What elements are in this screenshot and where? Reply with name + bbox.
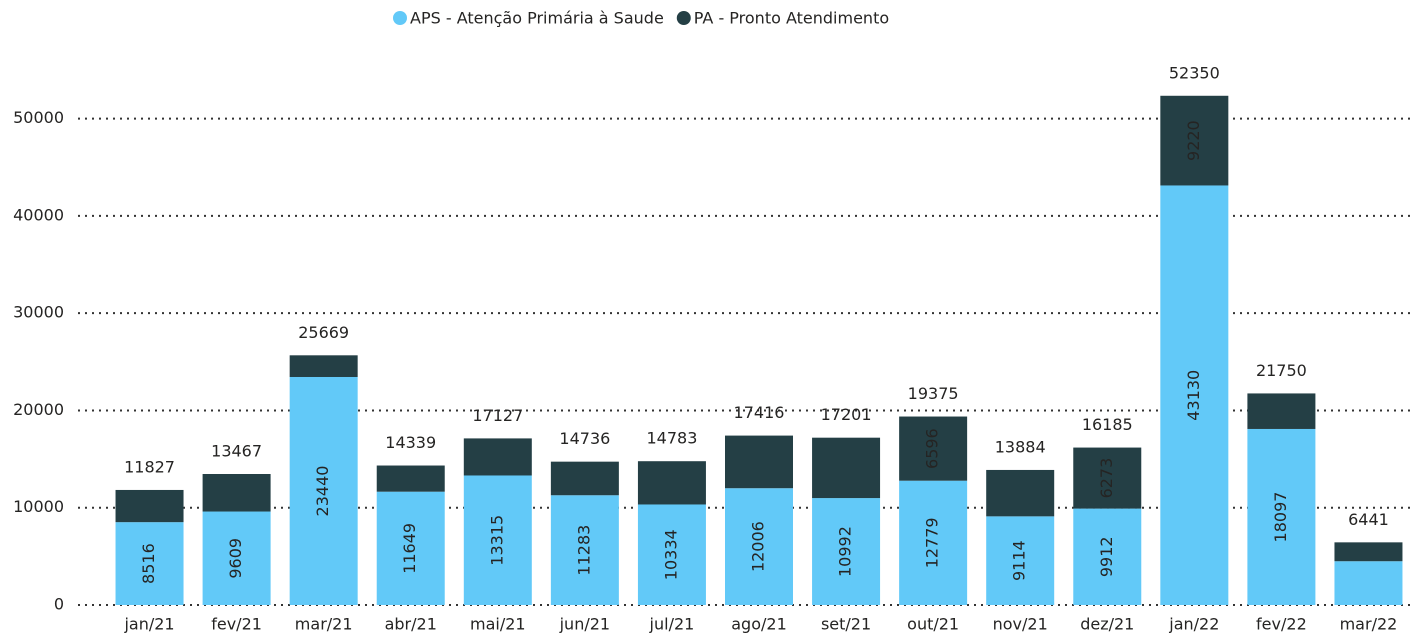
total-label: 25669 [298, 323, 349, 342]
bar-segment [376, 465, 445, 492]
x-tick-label: abr/21 [385, 615, 437, 634]
legend-marker [676, 11, 691, 25]
total-label: 14736 [559, 429, 610, 448]
value-label: 9912 [1097, 536, 1116, 577]
value-label: 11283 [574, 525, 593, 576]
value-label: 18097 [1271, 492, 1290, 543]
total-label: 14339 [385, 433, 436, 452]
y-tick-label: 0 [54, 595, 64, 614]
value-label: 9114 [1010, 540, 1029, 581]
bar-segment [463, 475, 532, 605]
bar-segment [115, 489, 184, 523]
x-tick-label: ago/21 [731, 615, 787, 634]
bar-segment [986, 469, 1055, 517]
bar-segment [1334, 542, 1403, 562]
bar-segment [637, 461, 706, 505]
x-tick-label: set/21 [821, 615, 871, 634]
value-label: 13315 [487, 515, 506, 566]
value-label: 6273 [1097, 458, 1116, 499]
value-label: 6596 [923, 428, 942, 469]
y-tick-label: 20000 [13, 400, 64, 419]
total-label: 14783 [646, 429, 697, 448]
x-tick-label: mar/22 [1340, 615, 1398, 634]
bar-segment [725, 488, 793, 605]
bar-segment [550, 461, 619, 496]
bar-segment [463, 438, 532, 476]
value-label: 10334 [661, 529, 680, 580]
bar-segment [1073, 508, 1142, 605]
total-label: 52350 [1169, 63, 1220, 82]
y-tick-label: 40000 [13, 205, 64, 224]
total-label: 17201 [821, 405, 872, 424]
total-label: 16185 [1082, 415, 1133, 434]
value-label: 11649 [400, 523, 419, 574]
bar-segment [289, 376, 358, 605]
total-label: 19375 [908, 384, 959, 403]
x-tick-label: jul/21 [649, 615, 695, 634]
value-label: 8516 [139, 543, 158, 584]
y-tick-label: 10000 [13, 497, 64, 516]
bar-segment [289, 355, 358, 377]
bar-segment [1247, 393, 1316, 429]
y-tick-label: 30000 [13, 303, 64, 322]
total-label: 11827 [124, 457, 175, 476]
bar-segment [202, 511, 271, 605]
bar-segment [1334, 561, 1403, 605]
total-label: 21750 [1256, 361, 1307, 380]
x-tick-label: mai/21 [470, 615, 526, 634]
bar-segment [637, 504, 706, 605]
legend-marker [393, 11, 407, 25]
bar-segment [812, 498, 881, 605]
value-label: 12779 [923, 517, 942, 568]
bar-segment [725, 435, 793, 489]
x-tick-label: dez/21 [1080, 615, 1134, 634]
legend-label: APS - Atenção Primária à Saude [410, 9, 664, 28]
x-tick-label: fev/21 [211, 615, 262, 634]
value-label: 23440 [313, 466, 332, 517]
bar-segment [986, 516, 1055, 605]
value-label: 10992 [836, 526, 855, 577]
value-label: 9609 [226, 538, 245, 579]
y-tick-label: 50000 [13, 108, 64, 127]
x-tick-label: jan/21 [123, 615, 174, 634]
x-tick-label: mar/21 [295, 615, 353, 634]
bar-segment [115, 522, 184, 605]
bar-segment [550, 495, 619, 605]
bar-segment [202, 474, 271, 512]
total-label: 17416 [734, 403, 785, 422]
bar-segment [1247, 428, 1316, 605]
bar-segment [899, 416, 968, 481]
total-label: 13467 [211, 442, 262, 461]
x-tick-label: out/21 [907, 615, 959, 634]
x-tick-label: fev/22 [1256, 615, 1307, 634]
x-tick-label: jun/21 [559, 615, 610, 634]
bar-segment [1160, 185, 1229, 606]
bar-segment [1073, 447, 1142, 509]
value-label: 9220 [1184, 120, 1203, 161]
bar-segment [1160, 95, 1229, 186]
bar-segment [899, 480, 968, 605]
x-tick-label: nov/21 [993, 615, 1048, 634]
x-tick-label: jan/22 [1168, 615, 1219, 634]
value-label: 43130 [1184, 370, 1203, 421]
bar-segment [812, 437, 881, 499]
bar-segment [376, 491, 445, 605]
legend-label: PA - Pronto Atendimento [694, 9, 889, 28]
value-label: 12006 [749, 521, 768, 572]
total-label: 17127 [472, 406, 523, 425]
total-label: 13884 [995, 437, 1046, 456]
total-label: 6441 [1348, 510, 1389, 529]
